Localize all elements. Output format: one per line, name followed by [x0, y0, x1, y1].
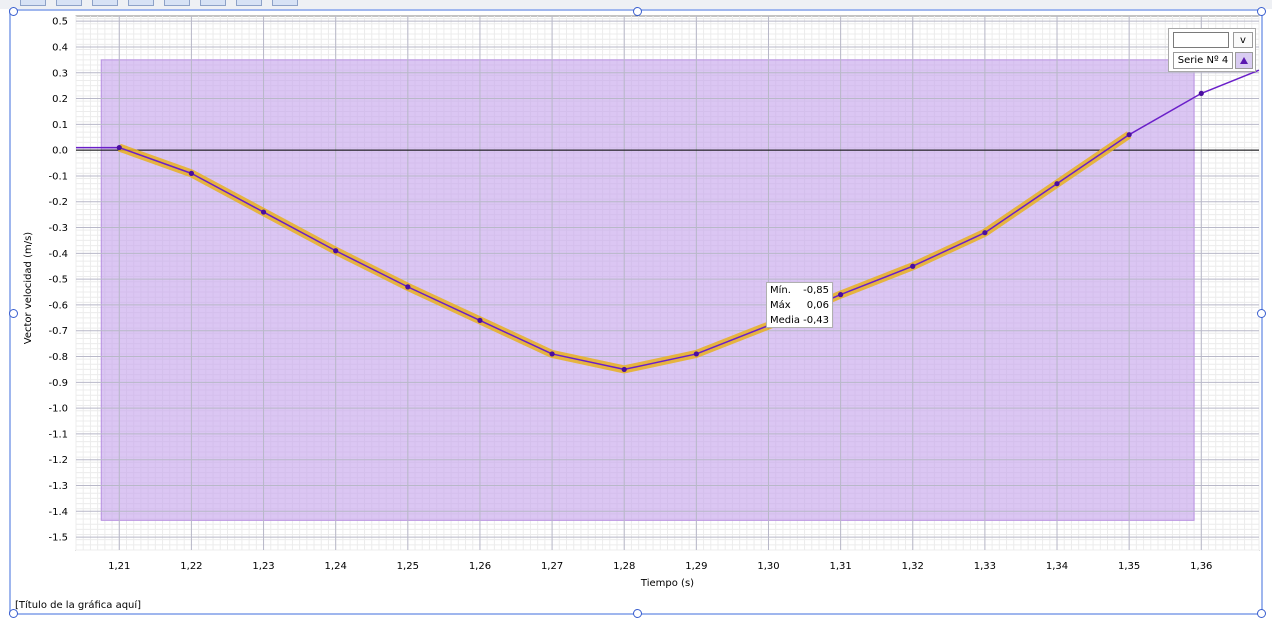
x-tick-label: 1,35	[1118, 561, 1140, 572]
x-tick-label: 1,28	[613, 561, 635, 572]
y-tick-label: -0.6	[48, 300, 68, 311]
data-point	[188, 170, 195, 176]
x-tick-label: 1,32	[902, 561, 924, 572]
data-point	[333, 248, 339, 254]
stat-mean-value: -0,43	[803, 315, 829, 326]
y-tick-label: -0.5	[48, 275, 68, 286]
toolbar-button[interactable]	[200, 0, 226, 6]
y-tick-label: -0.7	[48, 326, 68, 337]
y-tick-label: 0.1	[52, 120, 68, 131]
resize-handle[interactable]	[1257, 609, 1266, 618]
y-tick-label: -0.9	[48, 378, 68, 389]
y-tick-label: 0.3	[52, 68, 68, 79]
data-point	[1054, 181, 1060, 187]
data-point	[260, 209, 267, 215]
data-point	[549, 351, 555, 357]
x-tick-label: 1,33	[974, 561, 996, 572]
x-tick-label: 1,34	[1046, 561, 1068, 572]
y-tick-label: -1.1	[48, 429, 68, 440]
y-tick-label: 0.5	[52, 17, 68, 28]
legend-marker-triangle	[1240, 57, 1248, 64]
y-tick-label: -1.2	[48, 455, 68, 466]
x-tick-label: 1,23	[252, 561, 274, 572]
data-point	[910, 263, 916, 269]
y-tick-label: -0.4	[48, 249, 68, 260]
selection-region	[100, 59, 1195, 521]
legend-dropdown-button[interactable]: v	[1233, 32, 1253, 48]
y-tick-label: -1.5	[48, 533, 68, 544]
legend-series-input[interactable]	[1173, 32, 1229, 48]
resize-handle[interactable]	[9, 309, 18, 318]
data-point	[621, 366, 627, 373]
y-tick-label: -1.4	[48, 507, 68, 518]
stat-max-label: Máx	[770, 300, 791, 311]
x-tick-label: 1,26	[469, 561, 491, 572]
legend-series-label[interactable]: Serie Nº 4	[1173, 52, 1233, 69]
y-tick-label: -0.8	[48, 352, 68, 363]
stat-max-row: Máx 0,06	[770, 298, 829, 313]
x-tick-label: 1,21	[108, 561, 130, 572]
toolbar-button[interactable]	[56, 0, 82, 6]
y-tick-label: -0.3	[48, 223, 68, 234]
data-point	[693, 351, 699, 357]
y-axis-label: Vector velocidad (m/s)	[23, 232, 34, 345]
toolbar-button[interactable]	[164, 0, 190, 6]
resize-handle[interactable]	[9, 7, 18, 16]
data-point	[116, 144, 122, 151]
x-tick-label: 1,30	[757, 561, 779, 572]
x-tick-label: 1,24	[325, 561, 347, 572]
stats-tooltip: Mín. -0,85 Máx 0,06 Media -0,43	[766, 282, 833, 328]
stat-min-row: Mín. -0,85	[770, 283, 829, 298]
resize-handle[interactable]	[1257, 7, 1266, 16]
x-tick-label: 1,27	[541, 561, 563, 572]
y-tick-label: -1.0	[48, 404, 68, 415]
resize-handle[interactable]	[1257, 309, 1266, 318]
stat-mean-label: Media	[770, 315, 801, 326]
chart-title[interactable]: [Título de la gráfica aquí]	[15, 600, 142, 611]
toolbar-button[interactable]	[20, 0, 46, 6]
toolbar-button[interactable]	[128, 0, 154, 6]
resize-handle[interactable]	[9, 609, 18, 618]
data-point	[982, 230, 988, 236]
x-tick-label: 1,22	[180, 561, 202, 572]
stat-max-value: 0,06	[806, 300, 829, 311]
resize-handle[interactable]	[633, 609, 642, 618]
y-tick-label: 0.0	[52, 146, 68, 157]
y-tick-label: -0.1	[48, 171, 68, 182]
x-tick-label: 1,31	[829, 561, 851, 572]
data-point	[477, 317, 483, 324]
stat-min-value: -0,85	[803, 285, 829, 296]
toolbar-button[interactable]	[272, 0, 298, 6]
x-tick-label: 1,36	[1190, 561, 1212, 572]
stat-mean-row: Media -0,43	[770, 313, 829, 328]
toolbar-button[interactable]	[92, 0, 118, 6]
data-point	[838, 292, 844, 298]
triangle-up-icon[interactable]	[1235, 52, 1253, 69]
y-tick-label: -1.3	[48, 481, 68, 492]
toolbar-button[interactable]	[236, 0, 262, 6]
y-tick-label: 0.2	[52, 94, 68, 105]
toolbar	[0, 0, 1272, 9]
data-point	[1198, 90, 1204, 96]
data-point	[1126, 132, 1132, 138]
y-tick-label: -0.2	[48, 197, 68, 208]
legend: v Serie Nº 4	[1168, 28, 1256, 72]
x-tick-label: 1,29	[685, 561, 707, 572]
series-line	[76, 69, 1260, 371]
x-tick-label: 1,25	[397, 561, 419, 572]
y-tick-label: 0.4	[52, 42, 68, 53]
data-point	[405, 284, 411, 290]
stat-min-label: Mín.	[770, 285, 791, 296]
resize-handle[interactable]	[633, 7, 642, 16]
x-axis-label: Tiempo (s)	[640, 578, 694, 589]
